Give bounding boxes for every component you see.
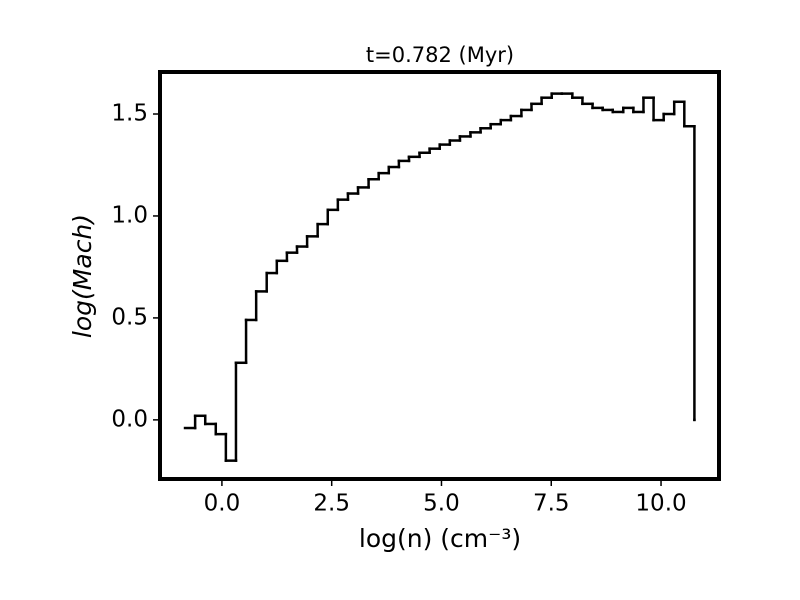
x-tick-label: 7.5 (533, 491, 570, 517)
chart-title: t=0.782 (Myr) (366, 43, 514, 67)
y-tick-label: 0.0 (111, 406, 148, 432)
y-axis-label: log(Mach) (68, 214, 97, 338)
x-tick-label: 10.0 (635, 491, 686, 517)
x-axis-label: log(n) (cm⁻³) (359, 524, 521, 553)
x-tick-label: 2.5 (313, 491, 350, 517)
x-tick-label: 0.0 (204, 491, 241, 517)
y-tick-label: 1.0 (111, 202, 148, 228)
y-tick-label: 0.5 (111, 304, 148, 330)
plot-frame (158, 70, 721, 481)
y-tick-label: 1.5 (111, 101, 148, 127)
x-tick-label: 5.0 (423, 491, 460, 517)
